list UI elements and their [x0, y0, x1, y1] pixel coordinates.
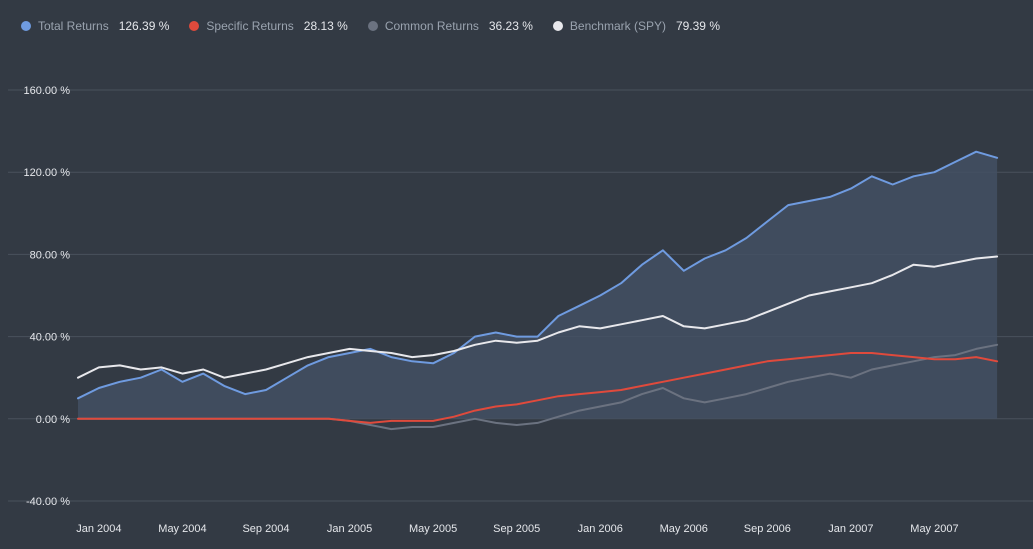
y-tick-label: 80.00 %	[30, 249, 71, 261]
total-returns-area	[78, 151, 998, 419]
x-tick-label: Jan 2007	[828, 523, 873, 535]
chart-legend: Total Returns 126.39 % Specific Returns …	[21, 17, 740, 35]
legend-value: 36.23 %	[488, 19, 533, 33]
legend-value: 79.39 %	[675, 19, 720, 33]
legend-label: Benchmark (SPY)	[569, 19, 666, 33]
x-tick-label: May 2005	[409, 523, 457, 535]
x-axis: Jan 2004 May 2004 Sep 2004 Jan 2005 May 2005…	[76, 523, 958, 535]
y-tick-label: 0.00 %	[36, 414, 70, 426]
x-tick-label: Jan 2005	[327, 523, 372, 535]
legend-value: 28.13 %	[303, 19, 348, 33]
x-tick-label: May 2006	[660, 523, 708, 535]
x-tick-label: Sep 2005	[493, 523, 540, 535]
total-returns-line[interactable]	[77, 150, 999, 400]
legend-value: 126.39 %	[118, 19, 170, 33]
legend-item-total-returns[interactable]: Total Returns 126.39 %	[21, 19, 169, 33]
legend-label: Common Returns	[384, 19, 479, 33]
legend-item-specific-returns[interactable]: Specific Returns 28.13 %	[189, 19, 348, 33]
legend-dot-icon	[21, 21, 31, 31]
legend-dot-icon	[552, 21, 563, 31]
y-tick-label: -40.00 %	[26, 496, 70, 508]
x-tick-label: Sep 2004	[242, 523, 289, 535]
y-tick-label: 40.00 %	[30, 332, 71, 344]
x-tick-label: Jan 2006	[578, 523, 623, 535]
legend-dot-icon	[189, 21, 200, 31]
specific-returns-line[interactable]	[77, 352, 999, 424]
x-tick-label: May 2007	[910, 523, 958, 535]
legend-item-benchmark-spy[interactable]: Benchmark (SPY) 79.39 %	[552, 19, 720, 33]
y-tick-label: 120.00 %	[24, 167, 71, 179]
legend-item-common-returns[interactable]: Common Returns 36.23 %	[367, 19, 533, 33]
legend-label: Total Returns	[38, 19, 109, 33]
x-tick-label: Jan 2004	[76, 523, 121, 535]
y-tick-label: 160.00 %	[24, 85, 71, 97]
y-axis: -40.00 % 0.00 % 40.00 % 80.00 % 120.00 % 160.…	[24, 85, 71, 508]
legend-label: Specific Returns	[206, 19, 294, 33]
legend-dot-icon	[367, 21, 378, 31]
benchmark-spy-line[interactable]	[77, 255, 999, 379]
plot-area[interactable]	[77, 150, 999, 431]
x-tick-label: Sep 2006	[744, 523, 791, 535]
x-tick-label: May 2004	[158, 523, 206, 535]
